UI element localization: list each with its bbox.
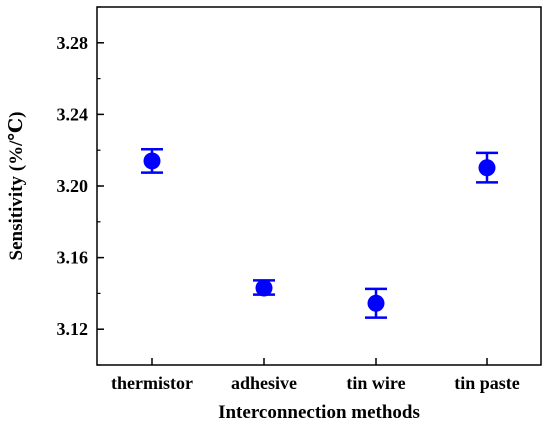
data-points xyxy=(141,148,498,319)
x-tick-label: tin paste xyxy=(454,373,520,393)
y-major-ticks: 3.12 3.16 3.20 3.24 3.28 xyxy=(57,33,104,339)
y-axis-label: Sensitivity (%/℃) xyxy=(6,112,27,261)
x-tick-label: tin wire xyxy=(346,373,405,393)
data-point xyxy=(143,152,161,170)
x-axis-label: Interconnection methods xyxy=(218,402,420,423)
data-point xyxy=(255,279,273,297)
y-tick-label: 3.12 xyxy=(57,319,89,339)
x-tick-label: thermistor xyxy=(111,373,193,393)
data-point xyxy=(367,294,385,312)
data-point xyxy=(478,159,496,177)
plot-frame xyxy=(96,6,542,366)
x-ticks: thermistor adhesive tin wire tin paste xyxy=(111,358,520,393)
x-tick-label: adhesive xyxy=(231,373,297,393)
y-tick-label: 3.24 xyxy=(57,104,89,124)
y-tick-label: 3.16 xyxy=(57,248,89,268)
y-tick-label: 3.28 xyxy=(57,33,89,53)
y-tick-label: 3.20 xyxy=(57,176,89,196)
